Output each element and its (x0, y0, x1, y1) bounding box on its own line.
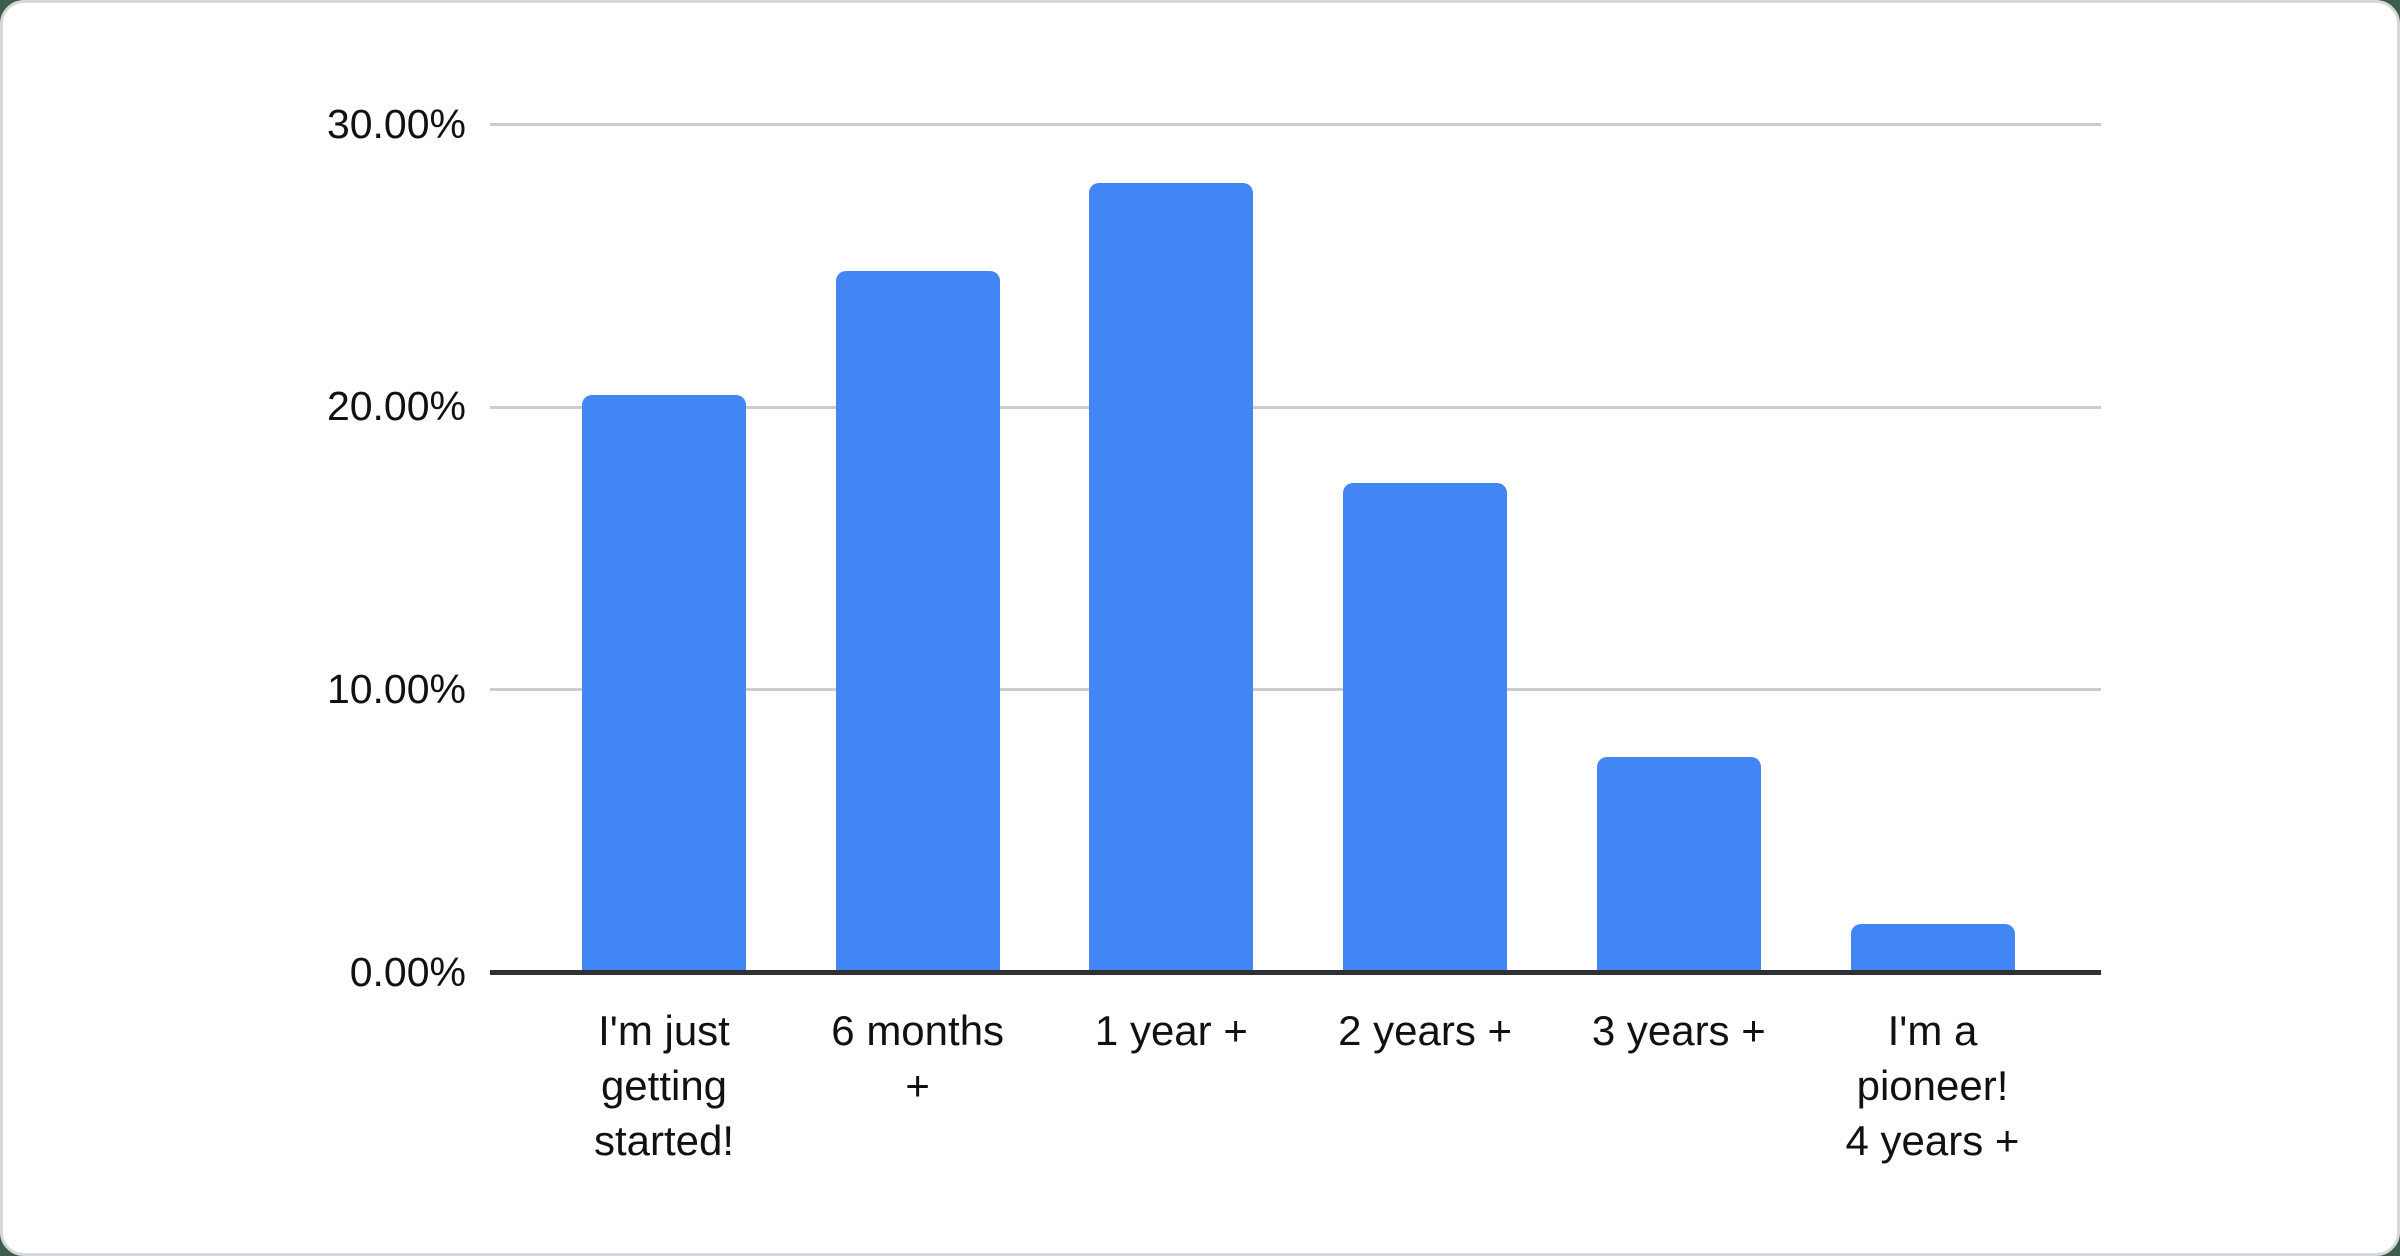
x-axis-line (490, 970, 2101, 975)
y-axis-tick-label: 0.00% (349, 948, 466, 995)
x-axis-category-label: I'm just getting started! (593, 1007, 735, 1164)
bar-2[interactable] (835, 270, 1000, 972)
bar-4[interactable] (1343, 482, 1508, 972)
x-axis-category-label: 6 months + (831, 1007, 1005, 1109)
bar-6[interactable] (1850, 923, 2015, 972)
bar-1[interactable] (582, 395, 746, 972)
bar-chart: 0.00% 10.00% 20.00% 30.00% I'm just getting … (3, 3, 2397, 1253)
x-axis-category-label: 1 year + (1094, 1007, 1248, 1054)
x-axis-category-label: 2 years + (1338, 1007, 1513, 1054)
x-axis-category-label: I'm a pioneer! 4 years + (1845, 1007, 2020, 1164)
y-axis-tick-label: 20.00% (326, 383, 466, 430)
bar-3[interactable] (1089, 183, 1254, 972)
x-axis-category-label: 3 years + (1591, 1007, 1766, 1054)
y-axis-tick-label: 30.00% (326, 100, 466, 147)
y-axis-tick-label: 10.00% (326, 665, 466, 712)
gridline-20 (490, 405, 2101, 409)
gridline-30 (490, 123, 2101, 126)
gridline-10 (490, 688, 2101, 692)
bar-5[interactable] (1596, 757, 1761, 972)
